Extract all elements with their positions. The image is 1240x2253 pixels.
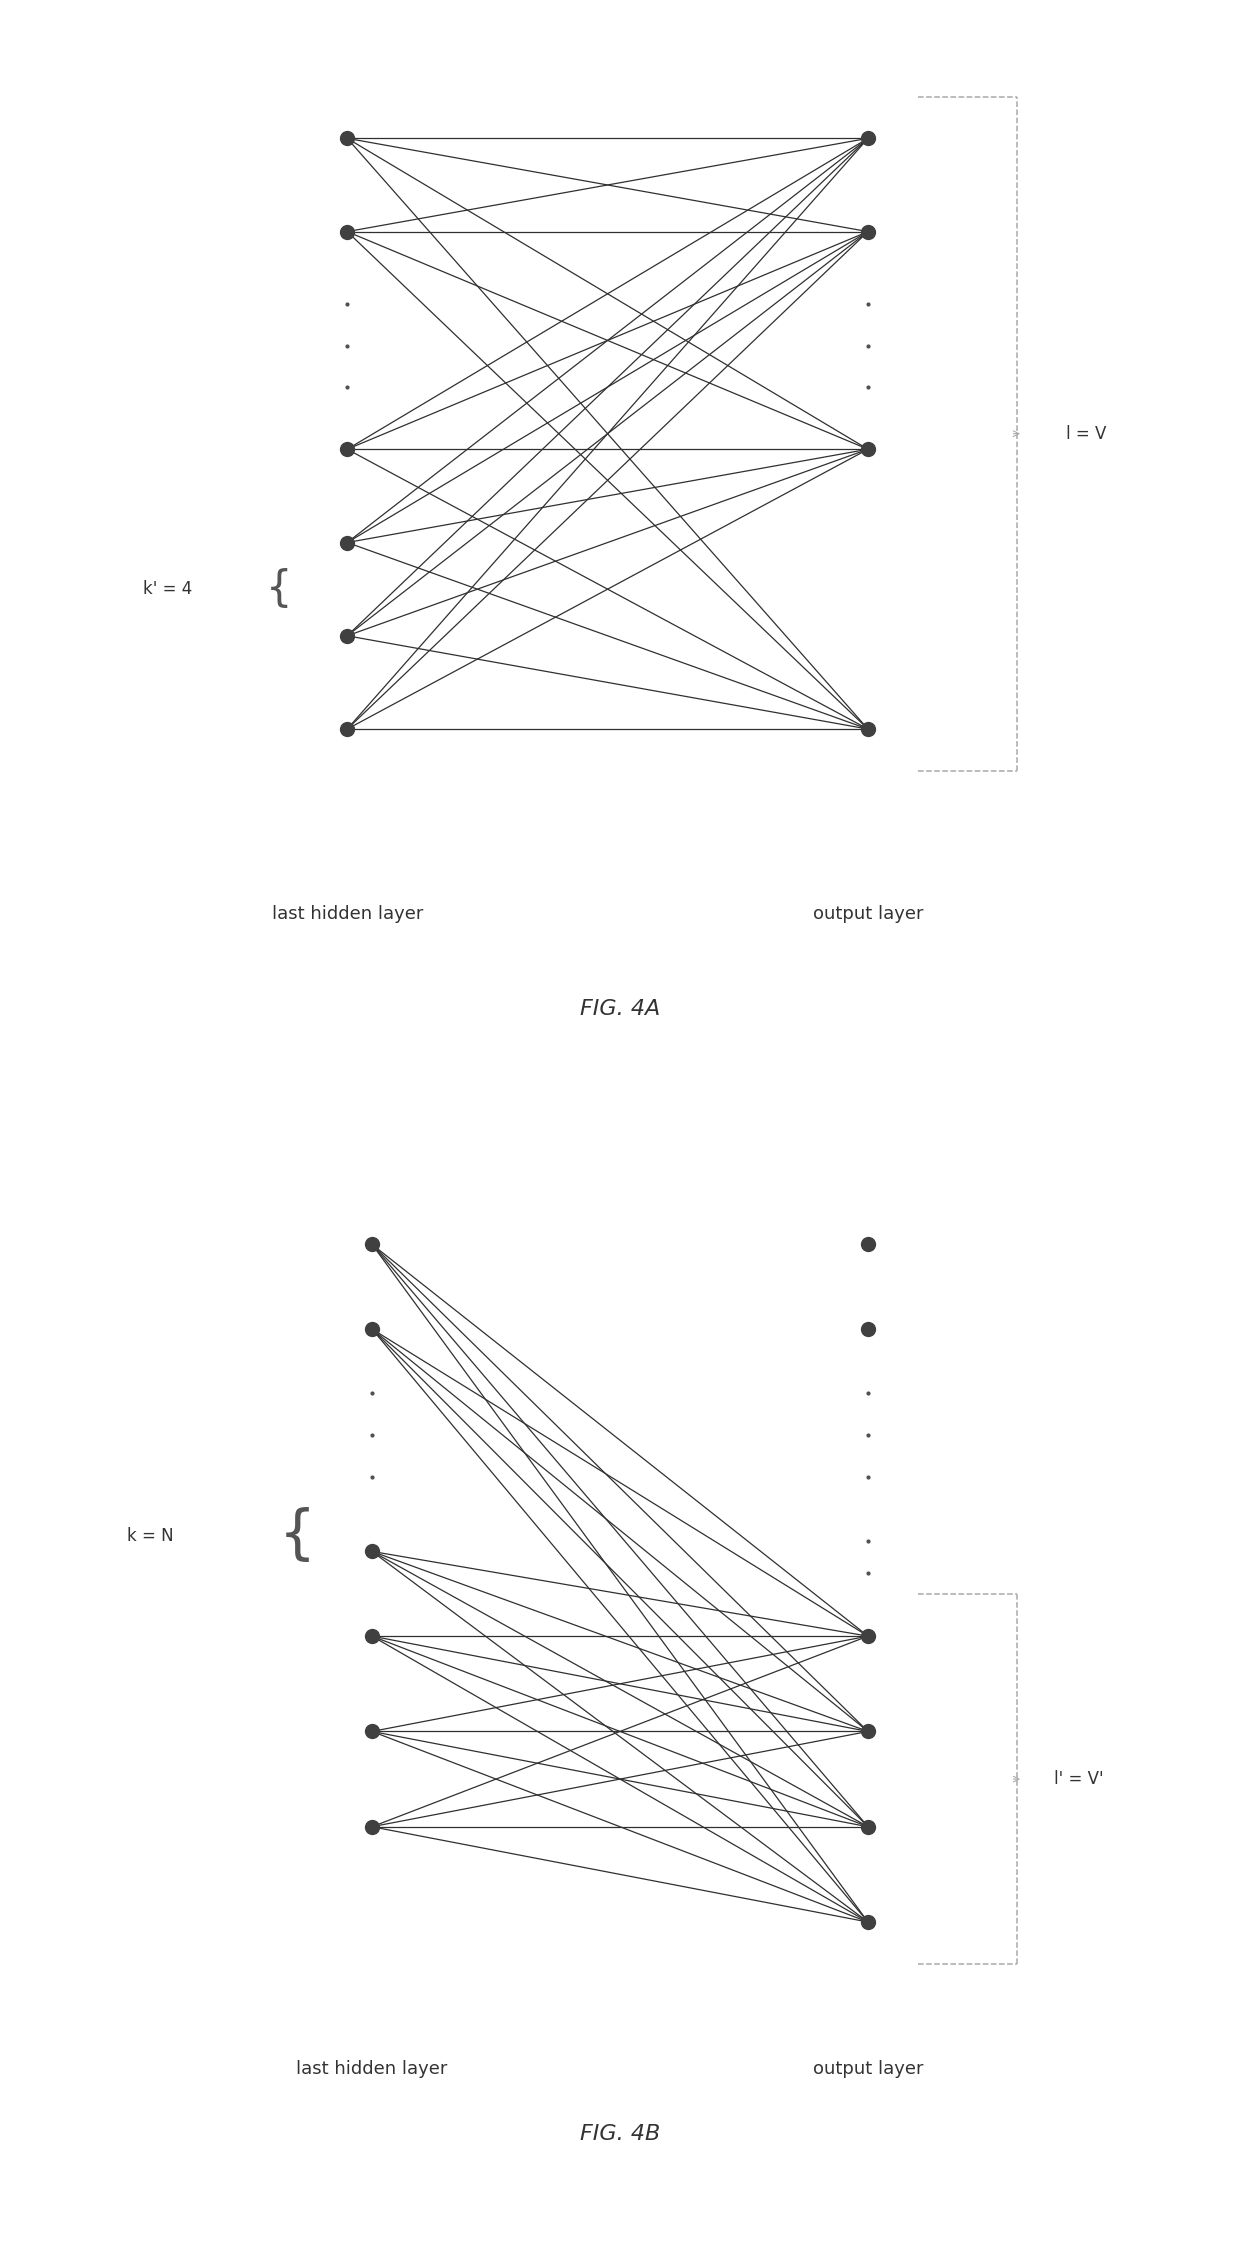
Text: k' = 4: k' = 4 xyxy=(143,581,192,597)
Text: l = V: l = V xyxy=(1066,426,1107,442)
Point xyxy=(858,1712,878,1748)
Point xyxy=(337,712,357,748)
Text: output layer: output layer xyxy=(812,906,924,924)
Text: last hidden layer: last hidden layer xyxy=(272,906,423,924)
Point xyxy=(858,430,878,466)
Point xyxy=(337,119,357,155)
Point xyxy=(362,1311,382,1347)
Point xyxy=(858,119,878,155)
Point xyxy=(362,1534,382,1570)
Point xyxy=(362,1226,382,1262)
Point xyxy=(858,1904,878,1940)
Point xyxy=(337,617,357,653)
Point xyxy=(858,1618,878,1654)
Point xyxy=(362,1712,382,1748)
Point xyxy=(337,214,357,250)
Text: l' = V': l' = V' xyxy=(1054,1771,1104,1789)
Point xyxy=(858,214,878,250)
Point xyxy=(858,1311,878,1347)
Text: {: { xyxy=(265,568,293,611)
Text: output layer: output layer xyxy=(812,2059,924,2077)
Text: k = N: k = N xyxy=(126,1528,174,1546)
Point xyxy=(362,1618,382,1654)
Text: FIG. 4A: FIG. 4A xyxy=(580,1000,660,1018)
Text: last hidden layer: last hidden layer xyxy=(296,2059,448,2077)
Point xyxy=(337,430,357,466)
Point xyxy=(362,1809,382,1845)
Point xyxy=(858,1809,878,1845)
Point xyxy=(337,525,357,561)
Point xyxy=(858,712,878,748)
Text: {: { xyxy=(279,1507,316,1564)
Point xyxy=(858,1226,878,1262)
Text: FIG. 4B: FIG. 4B xyxy=(580,2125,660,2145)
